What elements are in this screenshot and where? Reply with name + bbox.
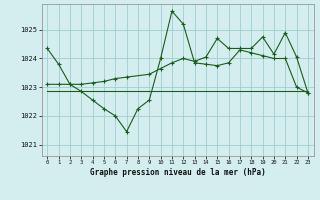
X-axis label: Graphe pression niveau de la mer (hPa): Graphe pression niveau de la mer (hPa)	[90, 168, 266, 177]
